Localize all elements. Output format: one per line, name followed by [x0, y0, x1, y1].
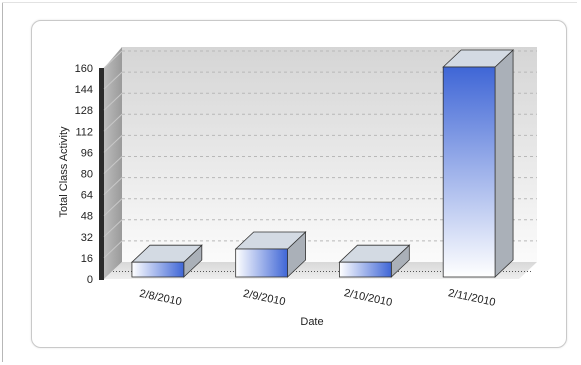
- x-axis-title: Date: [300, 316, 323, 328]
- y-tick-label: 0: [87, 274, 93, 286]
- y-tick-label: 32: [81, 232, 93, 244]
- x-axis-ticks: 2/8/2010 2/9/2010 2/10/2010 2/11/2010: [138, 287, 496, 309]
- y-tick-label: 64: [81, 190, 93, 202]
- bar-front: [236, 249, 288, 277]
- y-tick-label: 144: [75, 84, 93, 96]
- x-tick-label: 2/11/2010: [447, 287, 497, 309]
- bar: [236, 232, 306, 277]
- bar-front: [339, 262, 391, 277]
- y-axis-ticks: 0 16 32 48 64 80 96 112 128 144 160: [75, 63, 93, 286]
- y-axis-title: Total Class Activity: [58, 126, 70, 218]
- y-tick-label: 16: [81, 253, 93, 265]
- x-tick-label: 2/10/2010: [343, 287, 393, 309]
- bar: [443, 50, 513, 277]
- x-tick-label: 2/8/2010: [138, 288, 182, 309]
- bar-front: [132, 262, 184, 277]
- y-tick-label: 80: [81, 169, 93, 181]
- y-axis-bar: [99, 68, 104, 280]
- y-tick-label: 96: [81, 147, 93, 159]
- y-tick-label: 160: [75, 63, 93, 75]
- y-tick-label: 112: [75, 126, 93, 138]
- bar-side: [495, 50, 513, 277]
- y-tick-label: 48: [81, 211, 93, 223]
- y-tick-label: 128: [75, 105, 93, 117]
- bar-front: [443, 67, 495, 277]
- x-tick-label: 2/9/2010: [242, 288, 286, 309]
- left-wall: [104, 47, 122, 279]
